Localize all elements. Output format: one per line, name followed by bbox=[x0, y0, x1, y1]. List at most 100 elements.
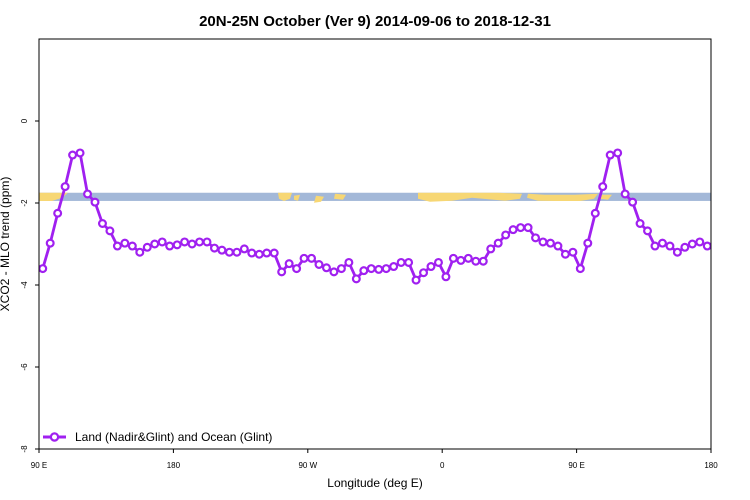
data-point bbox=[441, 272, 451, 282]
data-point bbox=[68, 150, 78, 160]
data-point bbox=[419, 268, 429, 278]
data-point bbox=[142, 242, 152, 252]
data-point bbox=[456, 255, 466, 265]
land-patch bbox=[418, 192, 522, 202]
data-point bbox=[702, 241, 711, 251]
data-point bbox=[516, 223, 526, 233]
data-point bbox=[83, 189, 93, 199]
data-point bbox=[568, 247, 578, 257]
data-point bbox=[224, 247, 234, 257]
land-patch bbox=[527, 193, 598, 201]
data-point bbox=[344, 257, 354, 267]
data-point bbox=[53, 208, 63, 218]
data-point bbox=[463, 253, 473, 263]
data-point bbox=[150, 239, 160, 249]
data-point bbox=[127, 241, 137, 251]
land-patch bbox=[39, 192, 68, 201]
data-point bbox=[620, 189, 630, 199]
data-point bbox=[277, 267, 287, 277]
data-point bbox=[90, 197, 100, 207]
land-patch bbox=[294, 194, 300, 201]
data-point bbox=[284, 259, 294, 269]
data-point bbox=[381, 264, 391, 274]
data-point bbox=[112, 241, 122, 251]
data-point bbox=[336, 264, 346, 274]
data-point bbox=[307, 253, 317, 263]
data-point bbox=[545, 238, 555, 248]
land-patch bbox=[600, 194, 612, 200]
data-point bbox=[321, 263, 331, 273]
data-point bbox=[105, 226, 115, 236]
x-tick-label: 90 E bbox=[31, 461, 47, 470]
y-tick-label: -2 bbox=[20, 199, 29, 207]
data-point bbox=[448, 253, 458, 263]
data-point bbox=[471, 256, 481, 266]
data-point bbox=[299, 253, 309, 263]
x-axis: 90 E 180 90 W 0 90 E 180 bbox=[31, 449, 718, 470]
y-tick-label: 0 bbox=[20, 118, 29, 123]
x-tick-label: 90 E bbox=[568, 461, 584, 470]
data-point bbox=[635, 219, 645, 229]
data-point bbox=[643, 226, 653, 236]
data-point bbox=[575, 264, 585, 274]
legend-entry-label: Land (Nadir&Glint) and Ocean (Glint) bbox=[75, 430, 272, 444]
data-point bbox=[553, 241, 563, 251]
data-point bbox=[426, 262, 436, 272]
land-patch bbox=[314, 195, 324, 203]
data-point bbox=[366, 264, 376, 274]
data-point bbox=[187, 239, 197, 249]
y-axis-label: XCO2 - MLO trend (ppm) bbox=[0, 177, 12, 312]
legend-swatch-marker bbox=[49, 432, 60, 442]
data-point bbox=[269, 248, 279, 258]
data-point bbox=[613, 148, 623, 158]
data-point bbox=[97, 219, 107, 229]
data-point bbox=[695, 237, 705, 247]
data-point bbox=[508, 225, 518, 235]
land-ocean-band bbox=[39, 192, 711, 203]
data-point bbox=[195, 237, 205, 247]
x-tick-label: 0 bbox=[440, 461, 445, 470]
data-point bbox=[120, 238, 130, 248]
data-point bbox=[583, 238, 593, 248]
data-point bbox=[486, 244, 496, 254]
data-point bbox=[523, 223, 533, 233]
data-point bbox=[75, 148, 85, 158]
data-point bbox=[396, 257, 406, 267]
land-patch bbox=[334, 193, 346, 200]
x-axis-label: Longitude (deg E) bbox=[327, 476, 422, 490]
data-point bbox=[60, 182, 70, 192]
data-point bbox=[665, 241, 675, 251]
data-point bbox=[172, 240, 182, 250]
y-tick-label: -8 bbox=[20, 445, 29, 453]
data-point bbox=[687, 239, 697, 249]
chart-title: 20N-25N October (Ver 9) 2014-09-06 to 20… bbox=[199, 13, 551, 30]
series-group bbox=[39, 148, 711, 285]
data-point bbox=[329, 267, 339, 277]
data-point bbox=[157, 237, 167, 247]
plot-frame bbox=[38, 38, 712, 450]
data-point bbox=[262, 248, 272, 258]
data-point bbox=[209, 243, 219, 253]
data-point bbox=[254, 249, 264, 259]
data-point bbox=[389, 262, 399, 272]
data-point bbox=[217, 245, 227, 255]
data-point bbox=[628, 197, 638, 207]
data-point bbox=[411, 275, 421, 285]
data-point bbox=[478, 256, 488, 266]
data-point bbox=[531, 233, 541, 243]
data-point bbox=[493, 238, 503, 248]
data-point bbox=[404, 257, 414, 267]
data-point bbox=[598, 182, 608, 192]
y-axis: 0 -2 -4 -6 -8 bbox=[20, 118, 39, 453]
x-tick-label: 180 bbox=[704, 461, 718, 470]
data-point bbox=[672, 247, 682, 257]
data-point bbox=[351, 274, 361, 284]
series-line bbox=[41, 151, 708, 282]
data-point bbox=[239, 244, 249, 254]
x-tick-label: 180 bbox=[167, 461, 181, 470]
data-point bbox=[180, 237, 190, 247]
land-patch bbox=[278, 192, 292, 201]
y-tick-label: -4 bbox=[20, 281, 29, 289]
data-point bbox=[374, 264, 384, 274]
data-point bbox=[501, 230, 511, 240]
